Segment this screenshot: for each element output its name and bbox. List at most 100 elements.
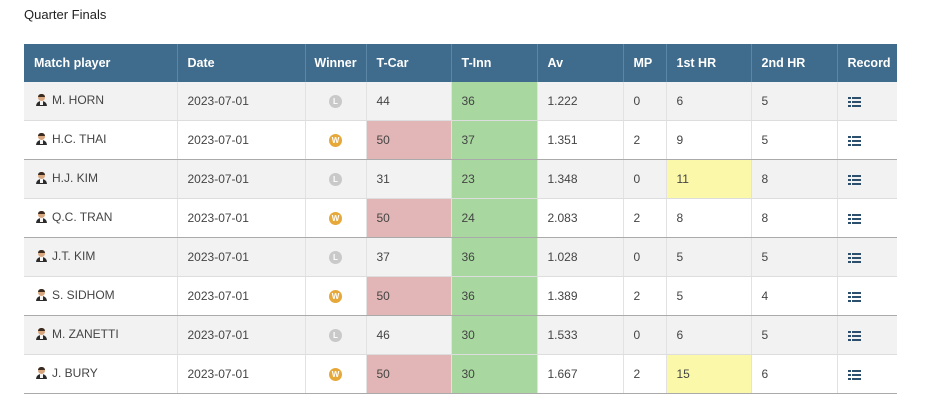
record-cell [837,276,897,316]
col-header-mp[interactable]: MP [623,44,667,82]
winner-cell: L [305,159,367,199]
col-header-player[interactable]: Match player [24,44,178,82]
player[interactable]: M. HORN [34,93,104,107]
player-cell: H.C. THAI [24,120,178,160]
mp-cell: 2 [623,276,667,316]
player-cell: M. ZANETTI [24,315,178,355]
record-list-icon[interactable] [847,291,861,302]
record-list-icon[interactable] [847,174,861,185]
record-list-icon[interactable] [847,252,861,263]
col-header-winner[interactable]: Winner [305,44,367,82]
col-header-tcar[interactable]: T-Car [366,44,452,82]
player[interactable]: M. ZANETTI [34,327,119,341]
player-name[interactable]: M. ZANETTI [52,327,119,341]
col-header-date[interactable]: Date [177,44,306,82]
player-avatar-icon [36,367,47,379]
tcar-cell: 44 [366,82,452,121]
results-table: Match player Date Winner T-Car T-Inn Av … [24,44,897,394]
mp-cell: 0 [623,82,667,121]
player-cell: Q.C. TRAN [24,198,178,238]
player-name[interactable]: J. BURY [52,366,98,380]
tcar-cell: 50 [366,354,452,394]
tcar-cell: 46 [366,315,452,355]
record-list-icon[interactable] [847,330,861,341]
hr2-cell: 5 [751,120,838,160]
winner-cell: L [305,82,367,121]
hr1-cell: 9 [666,120,752,160]
winner-cell: W [305,198,367,238]
loss-badge-icon: L [329,173,342,187]
hr2-cell: 5 [751,82,838,121]
table-row: Q.C. TRAN 2023-07-01 W 50 24 2.083 2 8 8 [24,198,897,238]
win-badge-icon: W [329,134,342,148]
av-cell: 1.351 [537,120,624,160]
record-cell [837,315,897,355]
player[interactable]: J.T. KIM [34,249,95,263]
section-title: Quarter Finals [24,7,107,22]
tinn-cell: 36 [451,82,538,121]
record-cell [837,120,897,160]
tcar-cell: 31 [366,159,452,199]
tinn-cell: 36 [451,237,538,277]
win-badge-icon: W [329,368,342,382]
hr1-cell: 6 [666,315,752,355]
hr1-cell: 15 [666,354,752,394]
player-name[interactable]: S. SIDHOM [52,288,115,302]
player[interactable]: Q.C. TRAN [34,210,112,224]
player[interactable]: H.C. THAI [34,132,106,146]
tinn-cell: 36 [451,276,538,316]
tcar-cell: 37 [366,237,452,277]
player-avatar-icon [36,250,47,262]
hr1-cell: 5 [666,237,752,277]
date-cell: 2023-07-01 [177,237,306,277]
player-name[interactable]: Q.C. TRAN [52,210,113,224]
player-avatar-icon [36,133,47,145]
hr2-cell: 5 [751,237,838,277]
tinn-cell: 30 [451,354,538,394]
record-list-icon[interactable] [847,213,861,224]
player[interactable]: H.J. KIM [34,171,98,185]
player-cell: S. SIDHOM [24,276,178,316]
tcar-cell: 50 [366,276,452,316]
player[interactable]: J. BURY [34,366,98,380]
av-cell: 2.083 [537,198,624,238]
record-list-icon[interactable] [847,96,861,107]
tinn-cell: 24 [451,198,538,238]
player-avatar-icon [36,211,47,223]
col-header-av[interactable]: Av [537,44,624,82]
player-cell: J. BURY [24,354,178,394]
date-cell: 2023-07-01 [177,354,306,394]
tinn-cell: 23 [451,159,538,199]
record-list-icon[interactable] [847,369,861,380]
loss-badge-icon: L [329,329,342,343]
table-row: M. HORN 2023-07-01 L 44 36 1.222 0 6 5 [24,82,897,121]
date-cell: 2023-07-01 [177,159,306,199]
table-row: M. ZANETTI 2023-07-01 L 46 30 1.533 0 6 5 [24,315,897,355]
col-header-1st-hr[interactable]: 1st HR [666,44,752,82]
player-name[interactable]: M. HORN [52,93,104,107]
table-row: H.J. KIM 2023-07-01 L 31 23 1.348 0 11 8 [24,159,897,199]
player-name[interactable]: J.T. KIM [52,249,96,263]
col-header-2nd-hr[interactable]: 2nd HR [751,44,838,82]
col-header-tinn[interactable]: T-Inn [451,44,538,82]
player-avatar-icon [36,289,47,301]
table-row: J.T. KIM 2023-07-01 L 37 36 1.028 0 5 5 [24,237,897,277]
hr1-cell: 6 [666,82,752,121]
table-row: H.C. THAI 2023-07-01 W 50 37 1.351 2 9 5 [24,120,897,160]
player-name[interactable]: H.C. THAI [52,132,107,146]
hr1-cell: 5 [666,276,752,316]
player-name[interactable]: H.J. KIM [52,171,99,185]
hr2-cell: 5 [751,315,838,355]
player[interactable]: S. SIDHOM [34,288,115,302]
record-list-icon[interactable] [847,135,861,146]
mp-cell: 0 [623,159,667,199]
winner-cell: W [305,276,367,316]
record-cell [837,198,897,238]
date-cell: 2023-07-01 [177,82,306,121]
hr2-cell: 8 [751,159,838,199]
loss-badge-icon: L [329,251,342,265]
col-header-record: Record [837,44,897,82]
date-cell: 2023-07-01 [177,315,306,355]
player-avatar-icon [36,328,47,340]
hr2-cell: 4 [751,276,838,316]
